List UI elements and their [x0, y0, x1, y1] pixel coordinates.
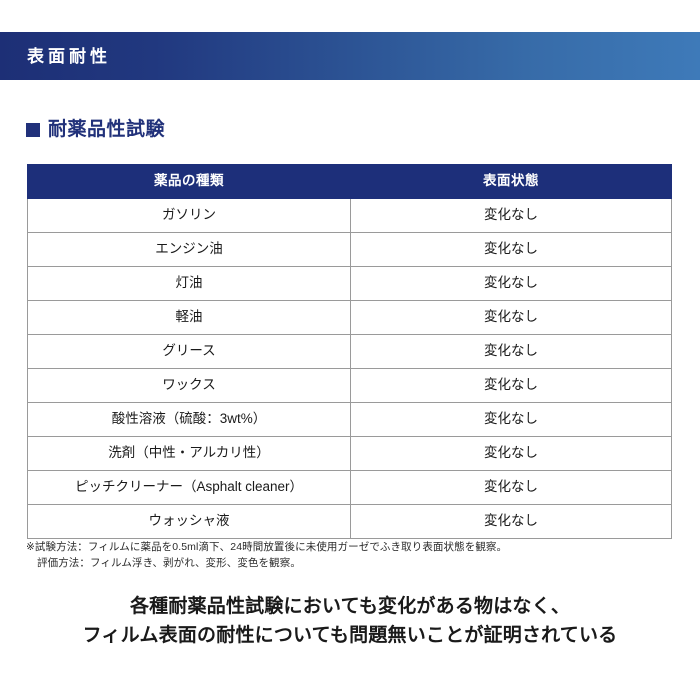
- table-row: ウォッシャ液 変化なし: [27, 504, 672, 539]
- cell-chemical: ウォッシャ液: [27, 504, 351, 539]
- filled-square-icon: [26, 122, 40, 137]
- footnote-evaluation-method: 評価方法：フィルム浮き、剥がれ、変形、変色を観察。: [37, 557, 301, 570]
- cell-chemical: 軽油: [27, 300, 351, 335]
- cell-surface-state: 変化なし: [350, 266, 672, 301]
- cell-surface-state: 変化なし: [350, 300, 672, 335]
- cell-surface-state: 変化なし: [350, 402, 672, 437]
- cell-surface-state: 変化なし: [350, 232, 672, 267]
- table-row: エンジン油 変化なし: [27, 232, 672, 267]
- table-row: ピッチクリーナー（Asphalt cleaner） 変化なし: [27, 470, 672, 505]
- header-banner: 表面耐性: [0, 32, 700, 80]
- footnote: ※試験方法：フィルムに薬品を0.5ml滴下、24時間放置後に未使用ガーゼでふき取…: [26, 539, 507, 572]
- cell-chemical: 酸性溶液（硫酸：3wt%）: [27, 402, 351, 437]
- table-header-row: 薬品の種類 表面状態: [27, 164, 672, 199]
- conclusion-line-1: 各種耐薬品性試験においても変化がある物はなく、: [129, 596, 571, 617]
- chemical-resistance-table: 薬品の種類 表面状態 ガソリン 変化なし エンジン油 変化なし 灯油 変化なし 軽油 変化なし…: [27, 164, 672, 539]
- cell-surface-state: 変化なし: [350, 198, 672, 233]
- cell-chemical: エンジン油: [27, 232, 351, 267]
- cell-chemical: グリース: [27, 334, 351, 369]
- footnote-test-method: ※試験方法：フィルムに薬品を0.5ml滴下、24時間放置後に未使用ガーゼでふき取…: [26, 541, 508, 553]
- cell-chemical: 洗剤（中性・アルカリ性）: [27, 436, 351, 471]
- table-row: ワックス 変化なし: [27, 368, 672, 403]
- cell-surface-state: 変化なし: [350, 470, 672, 505]
- cell-surface-state: 変化なし: [350, 504, 672, 539]
- table-body: ガソリン 変化なし エンジン油 変化なし 灯油 変化なし 軽油 変化なし グリース 変化なし ワック…: [27, 198, 672, 539]
- cell-surface-state: 変化なし: [350, 334, 672, 369]
- banner-title: 表面耐性: [27, 46, 111, 66]
- section-heading: 耐薬品性試験: [26, 120, 165, 139]
- cell-chemical: ワックス: [27, 368, 351, 403]
- column-header-surface-state: 表面状態: [350, 164, 672, 199]
- conclusion-text: 各種耐薬品性試験においても変化がある物はなく、 フィルム表面の耐性についても問題…: [0, 592, 700, 651]
- table-row: 酸性溶液（硫酸：3wt%） 変化なし: [27, 402, 672, 437]
- table-row: ガソリン 変化なし: [27, 198, 672, 233]
- cell-surface-state: 変化なし: [350, 368, 672, 403]
- section-heading-text: 耐薬品性試験: [48, 119, 166, 140]
- cell-chemical: ガソリン: [27, 198, 351, 233]
- table-row: 軽油 変化なし: [27, 300, 672, 335]
- table-row: グリース 変化なし: [27, 334, 672, 369]
- table-header: 薬品の種類 表面状態: [27, 164, 672, 199]
- table-row: 灯油 変化なし: [27, 266, 672, 301]
- column-header-chemical: 薬品の種類: [27, 164, 351, 199]
- cell-surface-state: 変化なし: [350, 436, 672, 471]
- cell-chemical: ピッチクリーナー（Asphalt cleaner）: [27, 470, 351, 505]
- conclusion-line-2: フィルム表面の耐性についても問題無いことが証明されている: [82, 625, 618, 647]
- cell-chemical: 灯油: [27, 266, 351, 301]
- table-row: 洗剤（中性・アルカリ性） 変化なし: [27, 436, 672, 471]
